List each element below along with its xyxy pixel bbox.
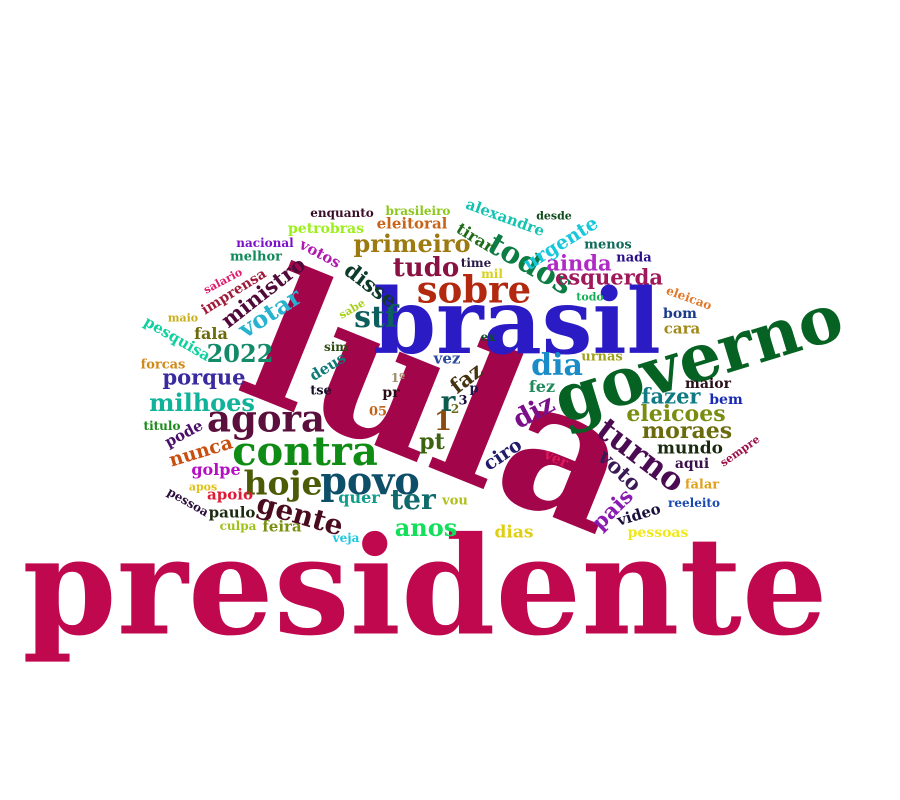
word-time: time <box>460 256 492 270</box>
word-nacional: nacional <box>236 236 294 250</box>
word-enquanto: enquanto <box>310 206 374 220</box>
word-dia: dia <box>531 348 583 383</box>
word-porque: porque <box>162 364 246 390</box>
word-falar: falar <box>684 477 720 493</box>
word-feira: feira <box>262 517 302 536</box>
word-mundo: mundo <box>657 438 723 459</box>
word-maio: maio <box>167 311 199 325</box>
word-pt: pt <box>419 429 445 455</box>
word-maior: maior <box>685 376 731 392</box>
word-ex: ex <box>480 330 496 344</box>
word-golpe: golpe <box>191 460 241 479</box>
word-forcas: forcas <box>140 357 186 373</box>
word-eleicoes: eleicoes <box>626 401 726 427</box>
word-pr: pr <box>382 385 400 401</box>
word-primeiro: primeiro <box>353 229 471 258</box>
word-esquerda: esquerda <box>555 264 663 290</box>
word-hoje: hoje <box>243 463 323 503</box>
word-anos: anos <box>394 513 458 542</box>
word-stf: stf <box>354 300 398 335</box>
word-sobre: sobre <box>416 267 532 312</box>
word-desde: desde <box>536 209 572 223</box>
word-todo: todo <box>576 290 604 304</box>
word-vez: vez <box>433 349 461 368</box>
word-sim: sim <box>323 340 349 354</box>
word-melhor: melhor <box>230 249 282 265</box>
word-cara: cara <box>663 319 701 338</box>
word-paulo: paulo <box>208 503 256 522</box>
word-dias: dias <box>494 522 534 543</box>
word-titulo: titulo <box>143 419 181 433</box>
word-povo: povo <box>320 458 420 503</box>
word-2: 2 <box>450 402 460 416</box>
word-p: p <box>469 381 479 397</box>
word-pessoas: pessoas <box>627 525 689 541</box>
word-1st: 1º <box>390 371 406 385</box>
word-fez: fez <box>528 377 556 396</box>
word-apoio: apoio <box>207 485 253 504</box>
word-nada: nada <box>616 250 652 266</box>
word-menos: menos <box>584 237 632 253</box>
word-reeleito: reeleito <box>668 496 720 510</box>
word-fala: fala <box>194 324 228 343</box>
word-ter: ter <box>390 483 436 516</box>
word-contra: contra <box>232 428 378 475</box>
word-bem: bem <box>709 392 743 408</box>
word-moraes: moraes <box>641 418 733 444</box>
word-brasileiro: brasileiro <box>385 204 451 218</box>
word-urnas: urnas <box>581 349 623 365</box>
word-ainda: ainda <box>546 250 612 276</box>
word-quer: quer <box>338 488 380 507</box>
word-05: 05 <box>368 404 388 420</box>
word-milhoes: milhoes <box>149 388 255 417</box>
word-bom: bom <box>663 306 697 322</box>
word-aqui: aqui <box>674 456 710 472</box>
word-mil: mil <box>481 267 503 281</box>
word-veja: veja <box>332 531 360 545</box>
word-fazer: fazer <box>641 383 701 409</box>
word-eleitoral: eleitoral <box>376 214 448 233</box>
word-1: 1 <box>433 407 453 437</box>
word-vou: vou <box>442 493 468 509</box>
word-3: 3 <box>458 393 468 409</box>
word-brasil: brasil <box>373 269 661 375</box>
word-r: r <box>440 385 456 418</box>
word-tudo: tudo <box>392 253 460 283</box>
word-tse: tse <box>310 383 332 399</box>
word-presidente: presidente <box>22 506 828 666</box>
word-petrobras: petrobras <box>288 221 364 237</box>
word-culpa: culpa <box>219 519 257 533</box>
word-apos: apos <box>188 480 218 494</box>
word-agora: agora <box>207 396 325 441</box>
word-2022: 2022 <box>206 339 274 368</box>
